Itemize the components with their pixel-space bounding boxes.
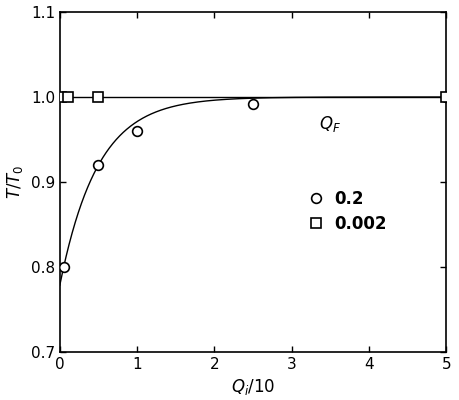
Legend: 0.2, 0.002: 0.2, 0.002 xyxy=(307,190,386,233)
X-axis label: $Q_i/10$: $Q_i/10$ xyxy=(230,378,274,398)
Y-axis label: $T/T_0$: $T/T_0$ xyxy=(5,165,25,199)
Text: $Q_F$: $Q_F$ xyxy=(319,114,341,134)
